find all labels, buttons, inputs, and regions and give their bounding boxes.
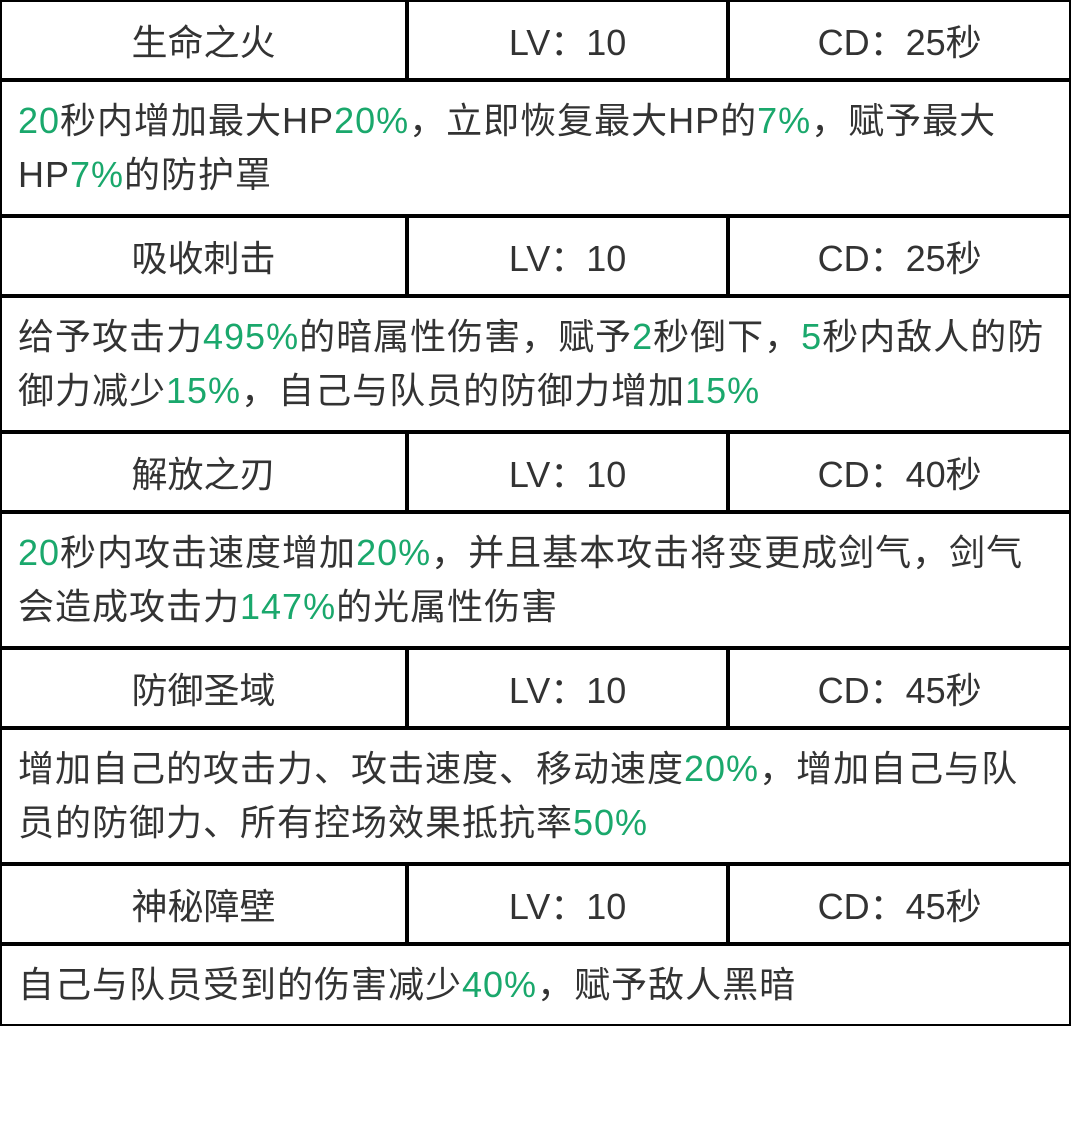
skill-cd-cell: CD：45秒 bbox=[728, 648, 1071, 728]
skill-cd-cell: CD：25秒 bbox=[728, 0, 1071, 80]
skill-header-row: 神秘障壁LV：10CD：45秒 bbox=[0, 864, 1071, 944]
highlight-value: 20 bbox=[18, 100, 60, 141]
desc-text: 秒倒下， bbox=[653, 316, 801, 357]
skill-lv-cell: LV：10 bbox=[407, 432, 728, 512]
skill-lv-cell: LV：10 bbox=[407, 864, 728, 944]
highlight-value: 7% bbox=[757, 100, 811, 141]
skill-description: 给予攻击力495%的暗属性伤害，赋予2秒倒下，5秒内敌人的防御力减少15%，自己… bbox=[0, 296, 1071, 432]
skill-cd-cell: CD：45秒 bbox=[728, 864, 1071, 944]
highlight-value: 20% bbox=[334, 100, 409, 141]
highlight-value: 15% bbox=[685, 370, 760, 411]
desc-text: ，赋予敌人黑暗 bbox=[537, 964, 796, 1005]
skill-header-row: 生命之火LV：10CD：25秒 bbox=[0, 0, 1071, 80]
desc-text: 秒内增加最大HP bbox=[60, 100, 334, 141]
skill-description: 20秒内增加最大HP20%，立即恢复最大HP的7%，赋予最大HP7%的防护罩 bbox=[0, 80, 1071, 216]
highlight-value: 20 bbox=[18, 532, 60, 573]
desc-text: 秒内攻击速度增加 bbox=[60, 532, 356, 573]
highlight-value: 50% bbox=[573, 802, 648, 843]
skill-header-row: 解放之刃LV：10CD：40秒 bbox=[0, 432, 1071, 512]
skill-name-cell: 吸收刺击 bbox=[0, 216, 407, 296]
highlight-value: 20% bbox=[356, 532, 431, 573]
skill-name-cell: 防御圣域 bbox=[0, 648, 407, 728]
skill-lv-cell: LV：10 bbox=[407, 648, 728, 728]
highlight-value: 20% bbox=[684, 748, 759, 789]
skill-name-cell: 生命之火 bbox=[0, 0, 407, 80]
skill-name-cell: 解放之刃 bbox=[0, 432, 407, 512]
skill-cd-cell: CD：40秒 bbox=[728, 432, 1071, 512]
highlight-value: 40% bbox=[462, 964, 537, 1005]
highlight-value: 495% bbox=[203, 316, 299, 357]
highlight-value: 2 bbox=[632, 316, 653, 357]
highlight-value: 7% bbox=[70, 154, 124, 195]
skill-header-row: 吸收刺击LV：10CD：25秒 bbox=[0, 216, 1071, 296]
skill-cd-cell: CD：25秒 bbox=[728, 216, 1071, 296]
desc-text: ，立即恢复最大HP的 bbox=[409, 100, 757, 141]
skill-description: 增加自己的攻击力、攻击速度、移动速度20%，增加自己与队员的防御力、所有控场效果… bbox=[0, 728, 1071, 864]
skill-name-cell: 神秘障壁 bbox=[0, 864, 407, 944]
highlight-value: 15% bbox=[166, 370, 241, 411]
skill-table: 生命之火LV：10CD：25秒20秒内增加最大HP20%，立即恢复最大HP的7%… bbox=[0, 0, 1071, 1026]
desc-text: 的暗属性伤害，赋予 bbox=[299, 316, 632, 357]
skill-lv-cell: LV：10 bbox=[407, 0, 728, 80]
desc-text: 的防护罩 bbox=[124, 154, 272, 195]
highlight-value: 5 bbox=[801, 316, 822, 357]
skill-lv-cell: LV：10 bbox=[407, 216, 728, 296]
desc-text: 自己与队员受到的伤害减少 bbox=[18, 964, 462, 1005]
skill-description: 自己与队员受到的伤害减少40%，赋予敌人黑暗 bbox=[0, 944, 1071, 1026]
skill-description: 20秒内攻击速度增加20%，并且基本攻击将变更成剑气，剑气会造成攻击力147%的… bbox=[0, 512, 1071, 648]
highlight-value: 147% bbox=[240, 586, 336, 627]
desc-text: 增加自己的攻击力、攻击速度、移动速度 bbox=[18, 748, 684, 789]
desc-text: 给予攻击力 bbox=[18, 316, 203, 357]
skill-header-row: 防御圣域LV：10CD：45秒 bbox=[0, 648, 1071, 728]
desc-text: 的光属性伤害 bbox=[336, 586, 558, 627]
desc-text: ，自己与队员的防御力增加 bbox=[241, 370, 685, 411]
